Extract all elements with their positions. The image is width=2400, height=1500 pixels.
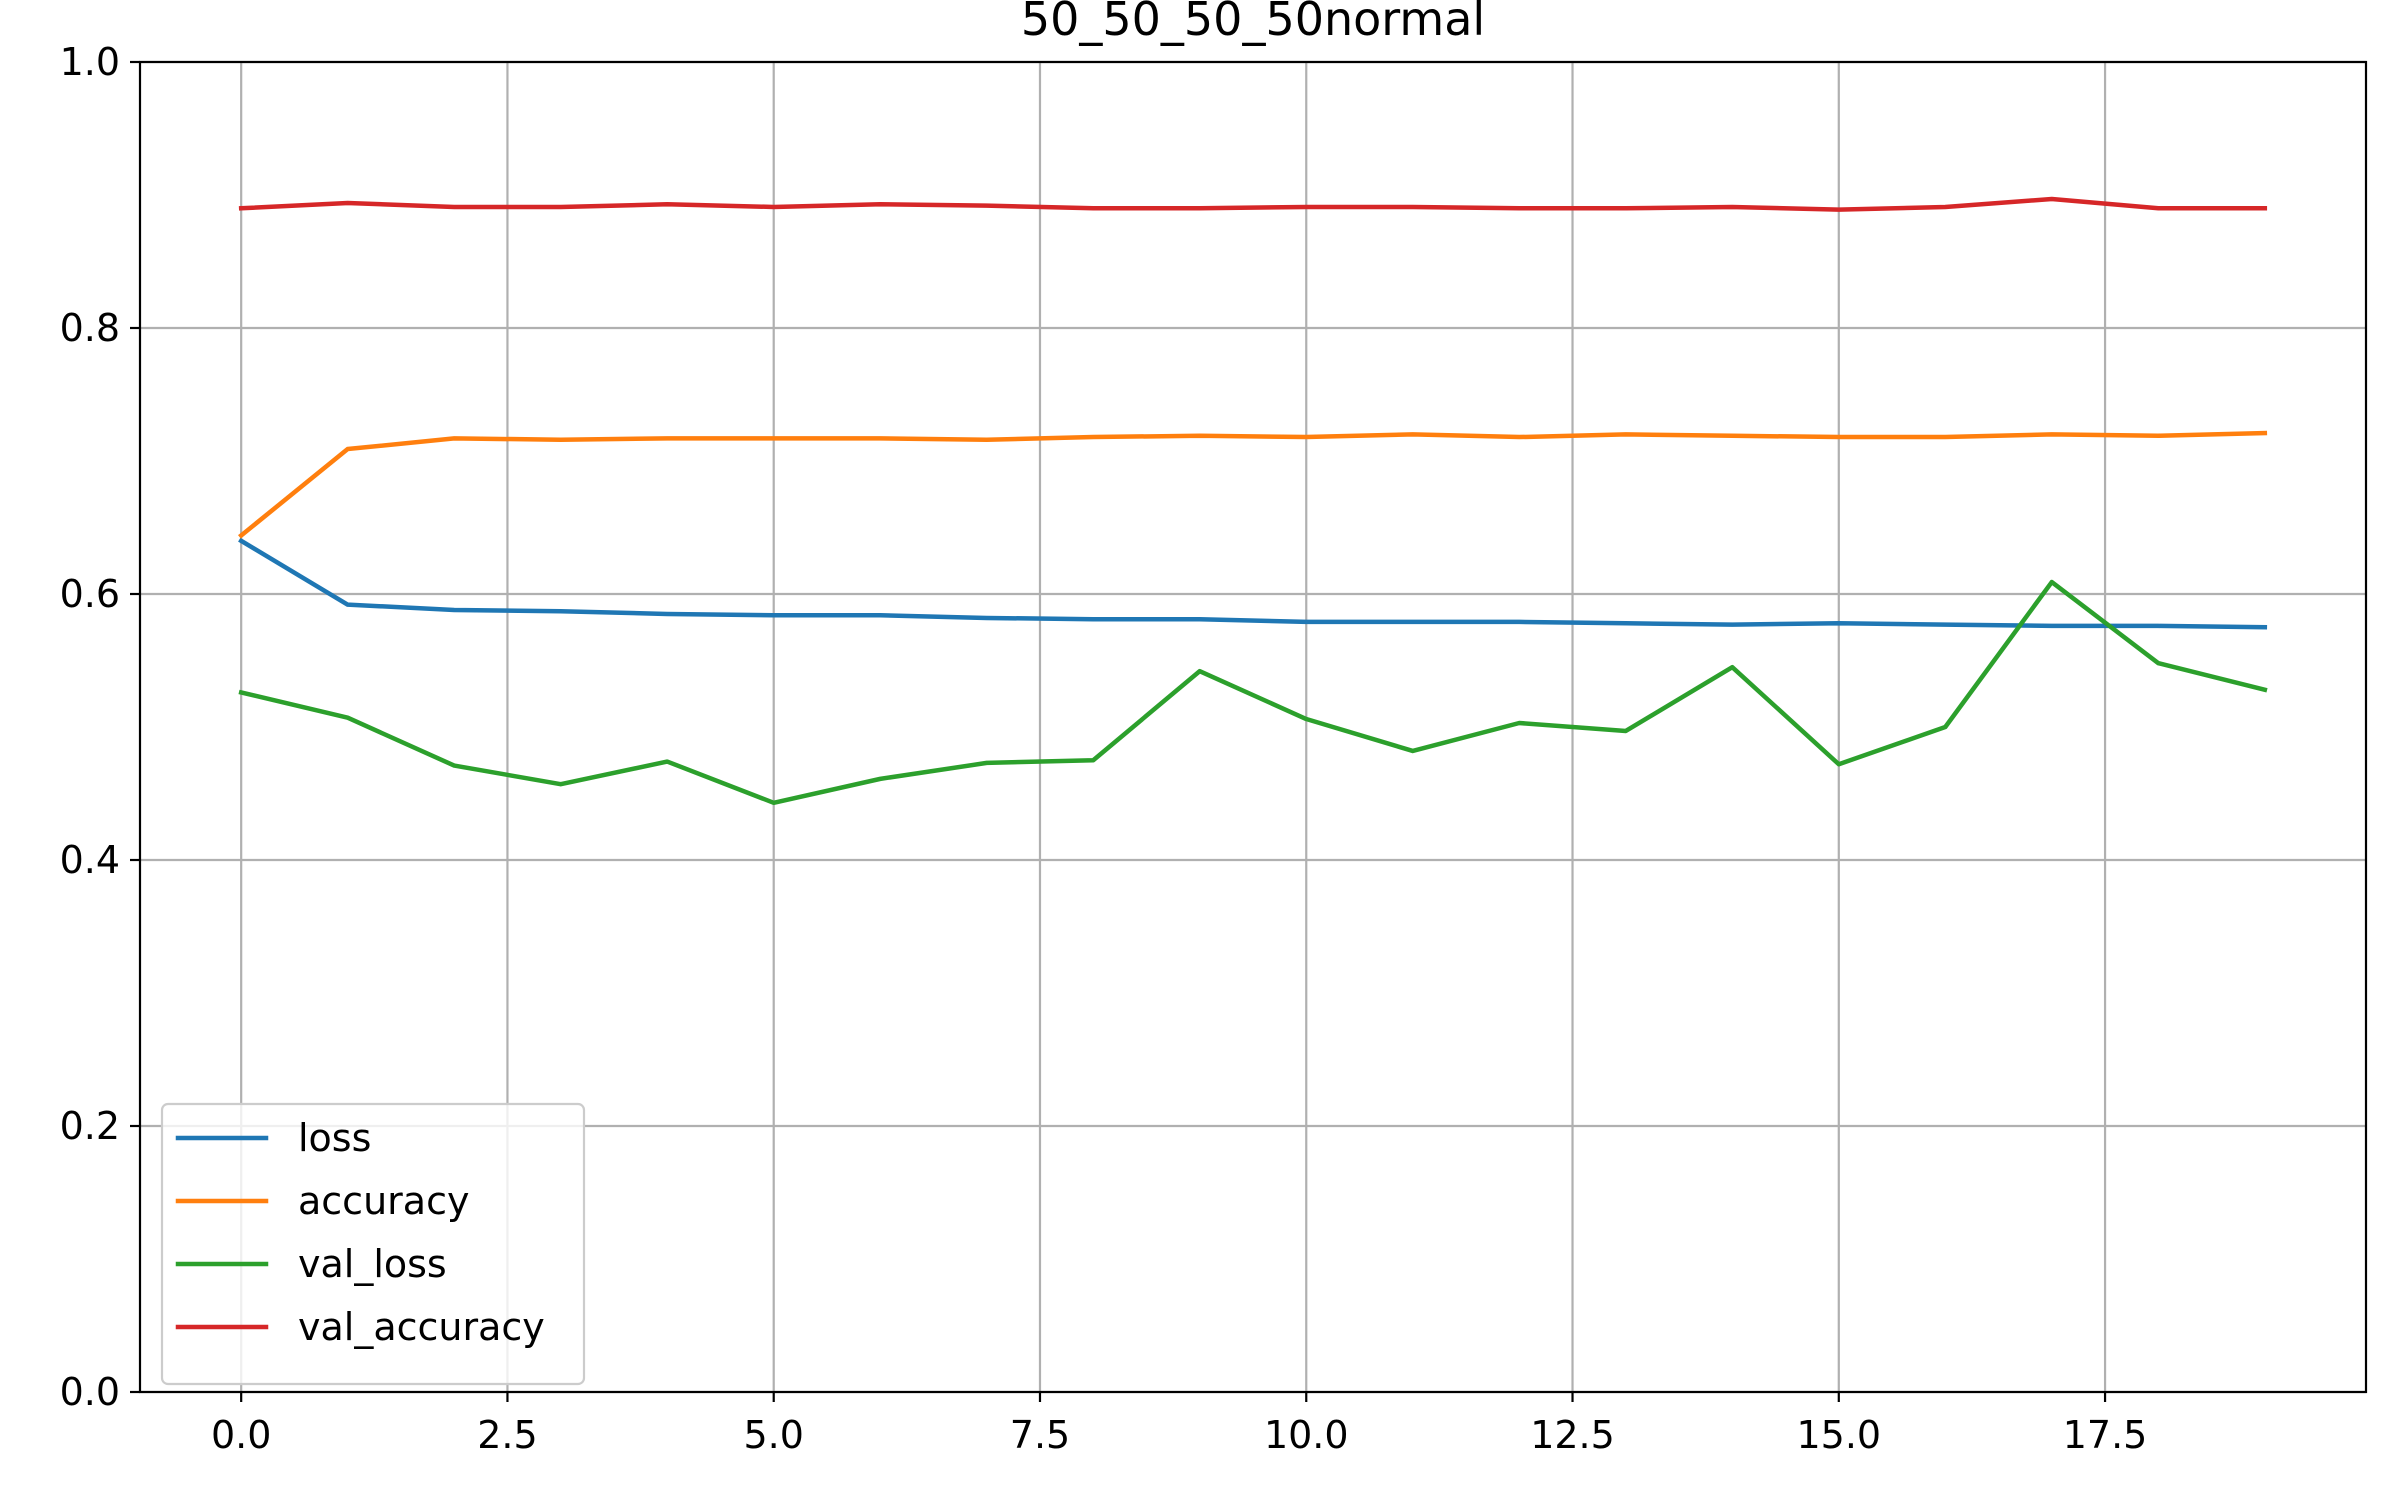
y-tick-label: 0.2	[60, 1104, 120, 1148]
x-tick-label: 2.5	[477, 1413, 537, 1457]
x-tick-label: 5.0	[743, 1413, 803, 1457]
series-line-val-accuracy	[238, 196, 2268, 212]
x-tick-label: 7.5	[1010, 1413, 1070, 1457]
legend-box	[160, 1102, 586, 1386]
legend: loss accuracy val_loss val_accuracy	[160, 1102, 586, 1386]
legend-label: accuracy	[298, 1179, 469, 1223]
x-tick-label: 12.5	[1530, 1413, 1615, 1457]
series-line-val-loss	[238, 579, 2268, 806]
series-line-loss	[238, 537, 2268, 630]
y-tick-label: 1.0	[60, 40, 120, 84]
y-tick-label: 0.4	[60, 838, 120, 882]
axis-ticks: 0.0 2.5 5.0 7.5 10.0 12.5 15.0 17.5 0.0 0.2 0.4 0.6…	[60, 40, 2148, 1457]
x-tick-label: 17.5	[2063, 1413, 2148, 1457]
x-tick-label: 15.0	[1796, 1413, 1881, 1457]
y-tick-label: 0.6	[60, 572, 120, 616]
axes-frame	[138, 60, 2368, 1394]
y-tick-label: 0.8	[60, 306, 120, 350]
legend-label: loss	[298, 1116, 371, 1160]
x-tick-label: 0.0	[211, 1413, 271, 1457]
series-lines	[238, 196, 2268, 806]
y-tick-label: 0.0	[60, 1370, 120, 1414]
legend-label: val_loss	[298, 1242, 447, 1286]
chart-title: 50_50_50_50normal	[1021, 0, 1485, 46]
x-tick-label: 10.0	[1264, 1413, 1349, 1457]
series-line-accuracy	[238, 430, 2268, 539]
legend-label: val_accuracy	[298, 1305, 545, 1349]
